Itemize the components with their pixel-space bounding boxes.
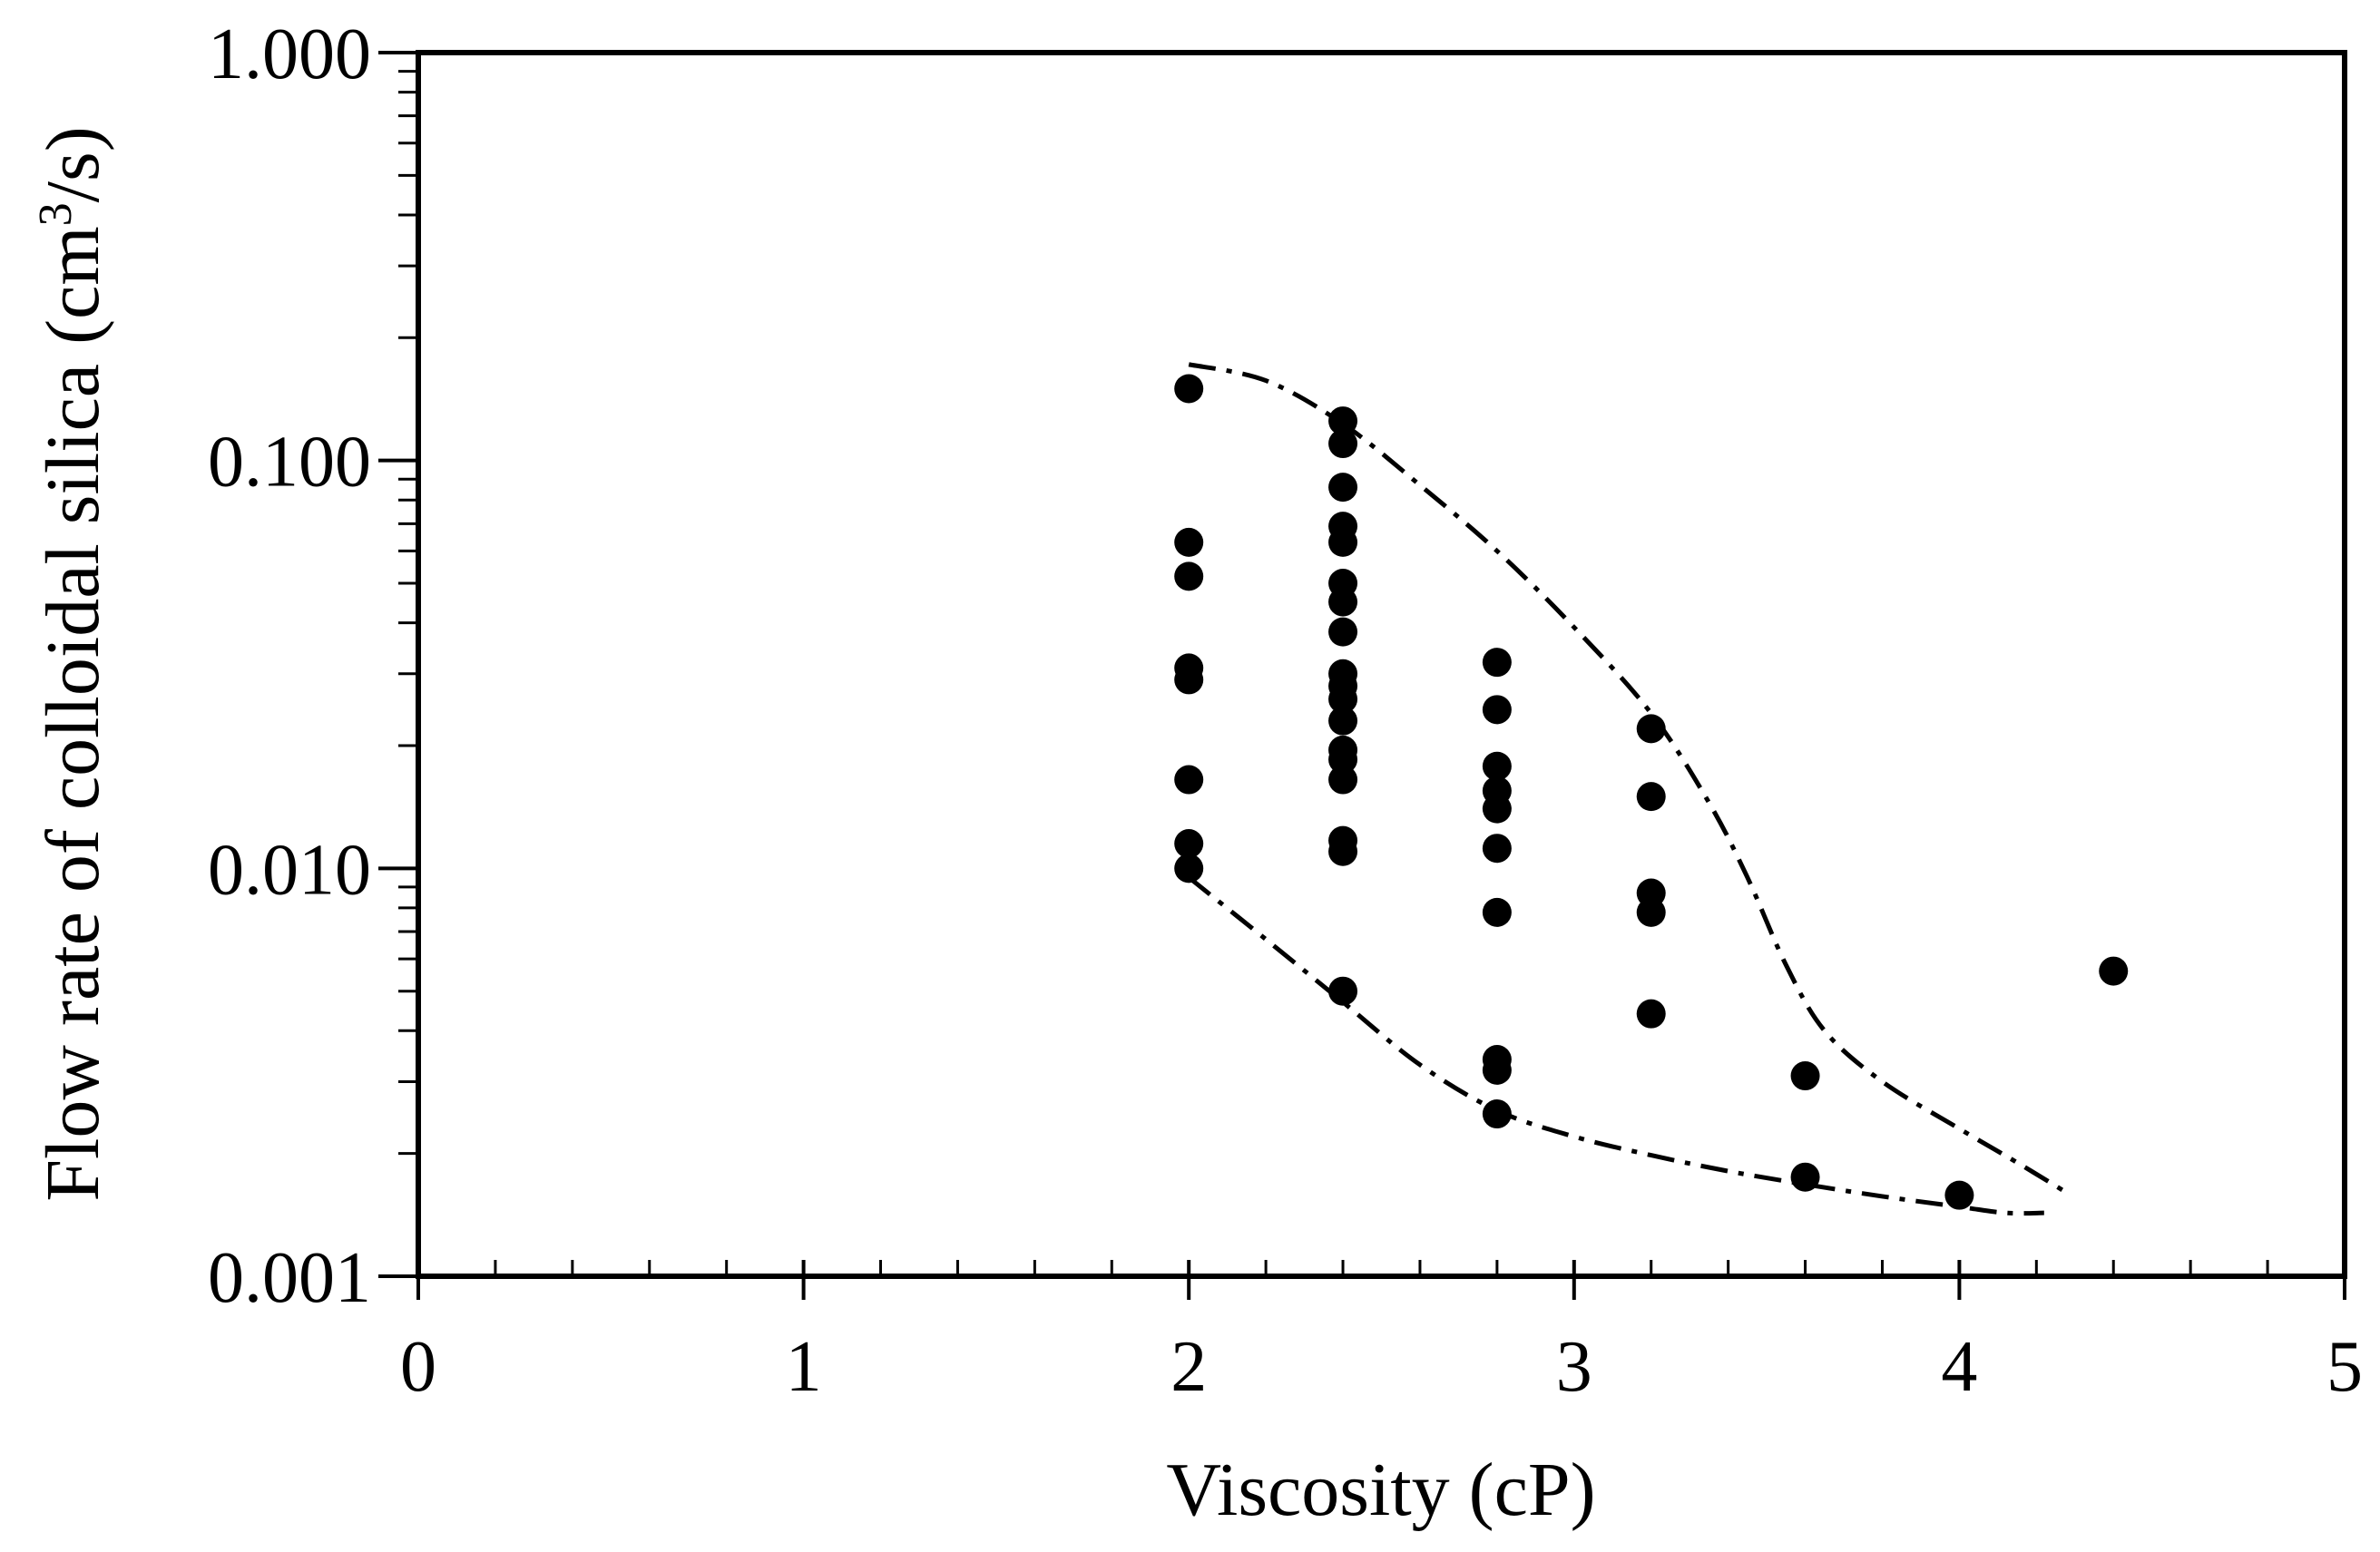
data-point bbox=[1328, 473, 1358, 503]
data-point bbox=[1174, 665, 1204, 695]
data-point bbox=[1482, 834, 1512, 864]
data-point bbox=[1174, 527, 1204, 557]
data-point bbox=[1636, 782, 1666, 812]
plot-frame bbox=[416, 50, 2347, 1279]
y-axis-title: Flow rate of colloidal silica (cm3/s) bbox=[30, 126, 115, 1201]
data-point bbox=[1328, 836, 1358, 866]
x-tick-label: 2 bbox=[1170, 1327, 1207, 1407]
data-point bbox=[2099, 956, 2129, 986]
y-axis-title-main: Flow rate of colloidal silica (cm bbox=[31, 226, 115, 1201]
data-point bbox=[1482, 751, 1512, 781]
data-point bbox=[1328, 706, 1358, 736]
data-point bbox=[1790, 1162, 1820, 1192]
data-point bbox=[1482, 794, 1512, 824]
data-point bbox=[1790, 1061, 1820, 1091]
y-tick-labels: 0.001 0.010 0.100 1.000 bbox=[208, 15, 371, 1318]
data-point bbox=[1482, 695, 1512, 725]
upper-envelope-line bbox=[1188, 362, 2069, 1196]
data-point bbox=[1174, 374, 1204, 404]
x-tick-labels: 0 1 2 3 4 5 bbox=[400, 1327, 2363, 1407]
data-point bbox=[1482, 648, 1512, 678]
data-point bbox=[1482, 897, 1512, 927]
data-point bbox=[1174, 829, 1204, 859]
data-point bbox=[1636, 999, 1666, 1029]
x-tick-label: 5 bbox=[2326, 1327, 2363, 1407]
y-axis-title-superscript: 3 bbox=[30, 202, 82, 226]
lower-envelope-line bbox=[1187, 875, 2044, 1216]
data-point bbox=[1328, 684, 1358, 714]
data-point bbox=[1482, 1055, 1512, 1085]
series-points bbox=[1174, 374, 2129, 1210]
y-axis-title-tail: /s) bbox=[31, 126, 115, 202]
data-point bbox=[1944, 1180, 1974, 1210]
x-axis-title: Viscosity (cP) bbox=[1166, 1448, 1595, 1532]
y-tick-label: 1.000 bbox=[208, 15, 371, 94]
data-point bbox=[1328, 745, 1358, 775]
data-point bbox=[1174, 561, 1204, 591]
data-point bbox=[1328, 617, 1358, 647]
data-point bbox=[1174, 854, 1204, 883]
y-tick-label: 0.001 bbox=[208, 1238, 371, 1318]
data-point bbox=[1328, 406, 1358, 436]
y-tick-label: 0.100 bbox=[208, 423, 371, 503]
data-point bbox=[1482, 1099, 1512, 1129]
series-lines bbox=[1187, 362, 2069, 1216]
data-point bbox=[1174, 765, 1204, 795]
data-point bbox=[1328, 587, 1358, 617]
data-point bbox=[1636, 714, 1666, 744]
data-point bbox=[1328, 765, 1358, 795]
x-tick-label: 1 bbox=[786, 1327, 822, 1407]
major-ticks bbox=[378, 51, 2346, 1300]
y-tick-label: 0.010 bbox=[208, 830, 371, 910]
minor-ticks bbox=[398, 70, 2269, 1276]
data-point bbox=[1328, 976, 1358, 1006]
x-tick-label: 3 bbox=[1556, 1327, 1592, 1407]
data-point bbox=[1636, 897, 1666, 927]
x-tick-label: 0 bbox=[400, 1327, 436, 1407]
data-point bbox=[1328, 527, 1358, 557]
data-point bbox=[1328, 429, 1358, 459]
x-tick-label: 4 bbox=[1941, 1327, 1977, 1407]
